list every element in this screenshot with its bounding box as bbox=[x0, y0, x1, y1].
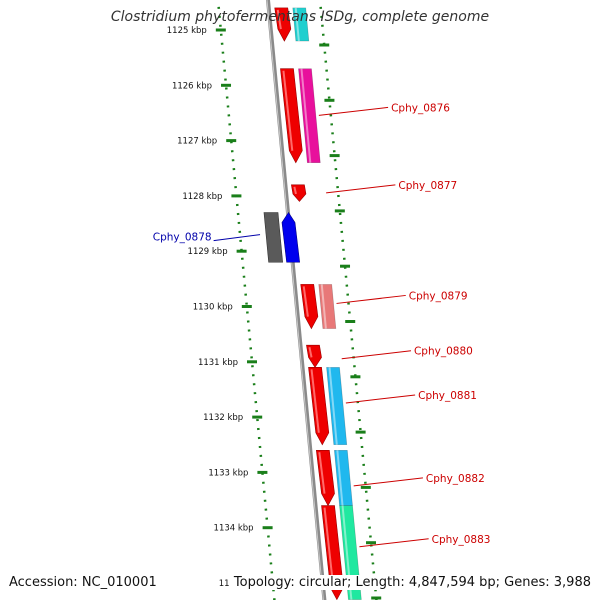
gene-label-leader bbox=[336, 294, 406, 304]
backbone-highlight bbox=[266, 0, 324, 600]
gene-label-leader bbox=[359, 538, 429, 548]
forward-gene-shine bbox=[323, 507, 335, 588]
forward-gene-shine bbox=[282, 70, 294, 151]
scale-tick-label: 1133 kbp bbox=[208, 468, 248, 478]
gene-label-leader bbox=[318, 106, 389, 116]
forward-gene-shine bbox=[318, 452, 326, 494]
cog-box-shine bbox=[294, 7, 300, 42]
cog-box-shine bbox=[336, 450, 344, 506]
forward-gene-arrow bbox=[308, 367, 330, 446]
forward-gene-shine bbox=[293, 186, 297, 195]
gene-label: Cphy_0882 bbox=[426, 473, 485, 485]
forward-gene-arrow bbox=[300, 284, 319, 330]
scale-tick-label: 1127 kbp bbox=[177, 137, 217, 147]
cog-category-box bbox=[318, 284, 337, 329]
forward-gene-shine bbox=[302, 286, 309, 317]
reverse-cog-box bbox=[263, 212, 283, 263]
cog-category-box bbox=[333, 449, 353, 506]
gene-label: Cphy_0878 bbox=[153, 232, 212, 244]
scale-tick-label: 1125 kbp bbox=[167, 26, 207, 36]
gene-label: Cphy_0876 bbox=[391, 102, 450, 114]
forward-gene-shine bbox=[276, 9, 282, 30]
cog-box-shine bbox=[328, 367, 338, 445]
gene-label: Cphy_0883 bbox=[432, 534, 491, 546]
gene-label-leader bbox=[345, 394, 416, 404]
scale-tick-label: 1126 kbp bbox=[172, 81, 212, 91]
gene-label: Cphy_0879 bbox=[409, 290, 468, 302]
genome-backbone bbox=[265, 0, 327, 600]
forward-gene-arrow bbox=[315, 449, 335, 507]
forward-gene-shine bbox=[310, 369, 320, 433]
gene-label-leader bbox=[353, 477, 423, 487]
scale-track bbox=[216, 0, 276, 600]
gene-label: Cphy_0880 bbox=[414, 346, 473, 358]
forward-gene-shine bbox=[308, 347, 313, 358]
gene-label: Cphy_0877 bbox=[398, 180, 457, 192]
gene-label-leader bbox=[341, 350, 412, 360]
accession-label: Accession: NC_010001 bbox=[9, 575, 157, 590]
scale-tick-label: 1131 kbp bbox=[198, 358, 238, 368]
cog-category-box bbox=[298, 68, 321, 164]
genome-summary: Topology: circular; Length: 4,847,594 bp… bbox=[229, 575, 591, 590]
gene-label-leader bbox=[213, 234, 261, 242]
scale-tick-label: 1134 kbp bbox=[214, 524, 254, 534]
reverse-gene-arrow bbox=[281, 211, 300, 263]
map-title: Clostridium phytofermentans ISDg, comple… bbox=[110, 9, 490, 25]
scale-tick-label: 1132 kbp bbox=[203, 413, 243, 423]
cog-box-shine bbox=[320, 284, 327, 329]
cog-box-shine bbox=[300, 68, 312, 163]
cog-category-box bbox=[326, 367, 348, 446]
scale-tick-label: 1129 kbp bbox=[188, 247, 228, 257]
gene-label: Cphy_0881 bbox=[418, 390, 477, 402]
gene-label-leader bbox=[326, 184, 396, 194]
scale-tick-label: 1128 kbp bbox=[182, 192, 222, 202]
cog-category-box bbox=[292, 7, 310, 42]
scale-tick-label: 1130 kbp bbox=[193, 303, 233, 313]
